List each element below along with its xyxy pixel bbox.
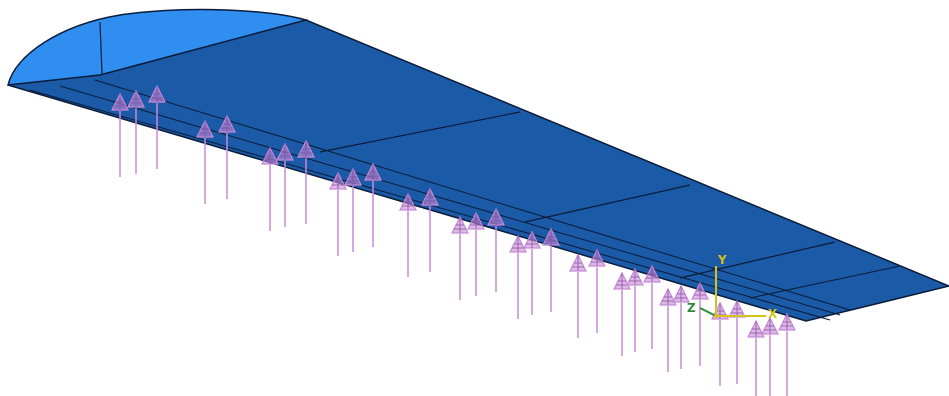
- triad-z-label: Z: [687, 301, 696, 315]
- load-arrow-icon: [691, 281, 709, 366]
- triad-y-label: Y: [717, 253, 727, 267]
- load-arrow-icon: [487, 207, 505, 292]
- load-arrow-icon: [218, 114, 236, 199]
- load-arrow-icon: [747, 319, 765, 396]
- load-arrow-icon: [523, 230, 541, 315]
- spar-line: [94, 79, 851, 311]
- load-arrow-icon: [467, 211, 485, 296]
- load-arrow-icon: [626, 267, 644, 352]
- root-rib-line: [99, 21, 103, 75]
- load-arrow-icon: [399, 192, 417, 277]
- rib-line: [524, 184, 691, 223]
- load-arrow-icon: [297, 139, 315, 224]
- load-arrow-icon: [344, 167, 362, 252]
- load-arrow-icon: [778, 312, 796, 396]
- load-arrow-icon: [329, 171, 347, 256]
- wing-lower-surface: [7, 19, 949, 322]
- load-arrow-icon: [111, 92, 129, 177]
- load-arrow-icon: [451, 215, 469, 300]
- rib-line: [319, 111, 521, 153]
- load-arrow-icon: [364, 162, 382, 247]
- load-arrow-icon: [127, 89, 145, 174]
- triad-x-label: X: [768, 307, 778, 321]
- load-arrow-icon: [196, 119, 214, 204]
- load-arrow-icon: [728, 299, 746, 384]
- load-arrows-group: [111, 84, 796, 396]
- load-arrow-icon: [421, 187, 439, 272]
- tip-partition-line: [749, 265, 901, 299]
- wing-root-face: [7, 8, 309, 86]
- load-arrow-icon: [672, 284, 690, 369]
- load-arrow-icon: [276, 142, 294, 227]
- spar-line: [59, 85, 841, 316]
- triad-z-axis: [699, 307, 717, 317]
- coordinate-triad: Y X Z: [687, 253, 778, 321]
- load-arrow-icon: [569, 253, 587, 338]
- triad-origin: [714, 314, 718, 318]
- load-arrow-icon: [148, 84, 166, 169]
- load-arrow-icon: [588, 248, 606, 333]
- load-arrow-icon: [613, 271, 631, 356]
- load-arrow-icon: [643, 264, 661, 349]
- wing-model: [7, 8, 949, 322]
- load-arrow-icon: [761, 316, 779, 396]
- load-arrow-icon: [659, 287, 677, 372]
- load-arrow-icon: [261, 146, 279, 231]
- rib-line: [679, 241, 836, 279]
- load-arrow-icon: [542, 227, 560, 312]
- load-arrow-icon: [509, 234, 527, 319]
